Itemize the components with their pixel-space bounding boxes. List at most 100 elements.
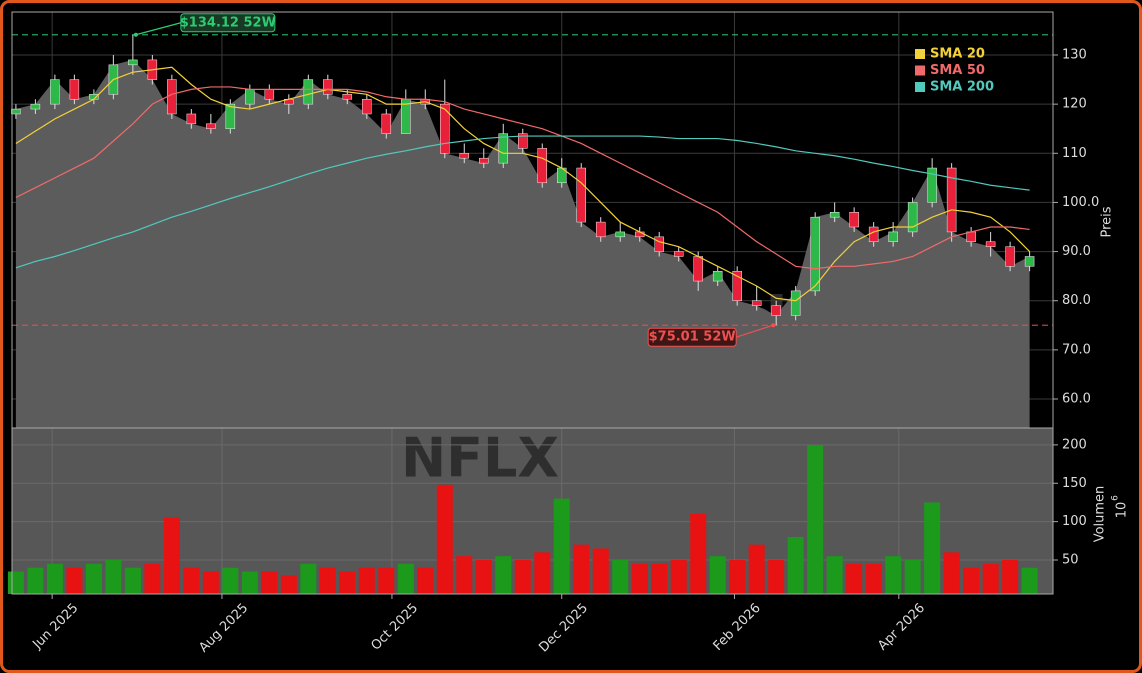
candle-body (654, 236, 664, 252)
candle-body (790, 290, 801, 316)
candle-body (829, 212, 840, 218)
volume-bar (943, 552, 960, 594)
candle-body (732, 270, 742, 301)
sma-line (15, 86, 1030, 270)
annotation-label: $134.12 52W (180, 15, 276, 30)
volume-bar (241, 571, 258, 594)
candle-body (907, 202, 918, 233)
legend-swatch (915, 49, 925, 59)
volume-bar (358, 567, 375, 594)
legend-label: SMA 50 (930, 63, 985, 78)
volume-bar (748, 544, 765, 594)
candle-body (927, 167, 937, 203)
watermark-symbol: NFLX (401, 427, 559, 490)
volume-bar (1002, 560, 1019, 594)
volume-bar (66, 567, 83, 594)
legend-swatch (915, 82, 925, 92)
y-tick-label: 90.0 (1062, 244, 1091, 259)
volume-bar (397, 563, 414, 594)
candle-body (479, 157, 489, 164)
volume-bar (1021, 567, 1038, 594)
candle-body (362, 98, 372, 115)
legend-swatch (915, 65, 925, 76)
volume-bar (846, 563, 863, 594)
volume-bar (202, 571, 219, 594)
annotation-point (771, 323, 776, 328)
candle-body (50, 79, 60, 105)
sma-line (15, 66, 1031, 302)
annotation-arrow (135, 22, 182, 36)
candle-body (381, 113, 392, 134)
volume-bar (631, 563, 648, 594)
volume-scale-base: 10 (1115, 502, 1130, 519)
candle-body (537, 148, 547, 184)
volume-bar (222, 567, 239, 594)
volume-bar (514, 560, 531, 594)
candle-body (868, 226, 879, 242)
candle-body (946, 167, 957, 233)
y-tick-label: 60.0 (1062, 392, 1091, 407)
candle-body (11, 108, 21, 115)
volume-axis-label: Volumen (1093, 486, 1108, 543)
volume-bar (826, 556, 843, 594)
y-tick-label: 100 (1062, 514, 1087, 529)
candle-body (245, 89, 255, 105)
candle-body (498, 133, 509, 164)
candle-body (30, 103, 41, 110)
volume-bar (163, 517, 180, 594)
volume-bar (670, 560, 687, 594)
y-tick-label: 110 (1062, 146, 1087, 161)
candle-body (69, 79, 80, 100)
y-tick-label: 130 (1062, 48, 1087, 63)
candle-body (303, 79, 314, 105)
volume-bar (436, 484, 453, 594)
volume-bar (592, 548, 609, 594)
volume-bar (261, 571, 278, 594)
legend-label: SMA 200 (930, 80, 994, 95)
candle-body (985, 241, 996, 247)
volume-bar (885, 556, 902, 594)
volume-bar (865, 563, 882, 594)
candle-body (615, 231, 625, 238)
volume-bar (300, 563, 317, 594)
price-area (15, 59, 1030, 428)
candle-body (518, 133, 528, 149)
annotation-arrow (735, 324, 774, 338)
candle-body (693, 256, 703, 282)
candle-body (751, 300, 762, 306)
candle-body (1005, 246, 1015, 267)
candle-body (673, 251, 684, 257)
volume-scale-exponent: 6 (1111, 495, 1121, 501)
volume-bar (651, 563, 668, 594)
candle-body (225, 103, 236, 129)
volume-bar (690, 513, 707, 594)
volume-bar (904, 560, 921, 594)
volume-bar (612, 560, 629, 594)
candle-body (771, 305, 781, 316)
candle-body (576, 167, 586, 223)
candle-body (712, 270, 723, 282)
candle-body (323, 79, 333, 95)
legend-label: SMA 20 (930, 47, 985, 62)
candle-body (128, 59, 138, 66)
volume-bar (475, 560, 492, 594)
y-tick-label: 120 (1062, 97, 1087, 112)
volume-bar (124, 567, 141, 594)
volume-bar (709, 556, 726, 594)
volume-bar (417, 567, 434, 594)
volume-bar (807, 444, 824, 594)
annotation-point (133, 32, 138, 37)
candle-body (206, 123, 216, 129)
volume-bar (144, 563, 161, 594)
volume-bar (729, 560, 746, 594)
volume-bar (85, 563, 102, 594)
y-tick-label: 150 (1062, 476, 1087, 491)
volume-bar (768, 560, 785, 594)
candle-body (342, 94, 353, 100)
y-tick-label: 100.0 (1062, 195, 1099, 210)
annotation-label: $75.01 52W (649, 330, 736, 345)
volume-bar (495, 556, 512, 594)
volume-bar (982, 563, 999, 594)
candle-body (459, 153, 470, 159)
